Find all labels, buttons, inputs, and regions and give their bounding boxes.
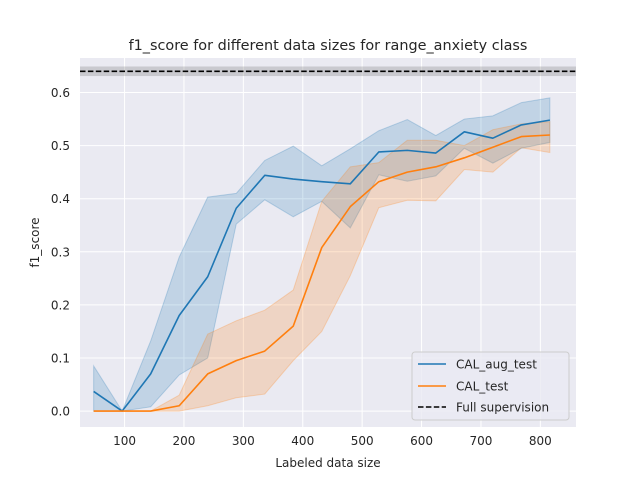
x-tick-label: 600 [410, 434, 433, 448]
y-tick-label: 0.4 [51, 192, 70, 206]
y-tick-label: 0.3 [51, 245, 70, 259]
line-cal-aug-test [93, 119, 550, 412]
y-tick-label: 0.0 [51, 405, 70, 419]
line-cal-test [93, 134, 550, 412]
chart-title: f1_score for different data sizes for ra… [129, 38, 528, 54]
y-tick-label: 0.6 [51, 86, 70, 100]
y-tick-label: 0.1 [51, 351, 70, 365]
band-cal-aug-test [93, 97, 551, 413]
x-tick-label: 100 [113, 434, 136, 448]
legend-box [411, 351, 570, 421]
x-tick-label: 500 [351, 434, 374, 448]
x-axis-label: Labeled data size [275, 456, 380, 470]
y-tick-label: 0.5 [51, 139, 70, 153]
y-axis-label: f1_score [28, 217, 42, 267]
series-lines [80, 70, 576, 412]
x-tick-label: 800 [529, 434, 552, 448]
legend-label-cal-test: CAL_test [456, 380, 509, 394]
legend-label-cal-aug-test: CAL_aug_test [456, 358, 537, 372]
x-tick-label: 200 [172, 434, 195, 448]
x-tick-label: 700 [470, 434, 493, 448]
band-cal-test [93, 121, 551, 412]
legend: CAL_aug_test CAL_test Full supervision [411, 351, 570, 421]
legend-label-full-supervision: Full supervision [456, 401, 549, 415]
x-tick-label: 300 [232, 434, 255, 448]
x-axis-ticks: 100 200 300 400 500 600 700 800 [113, 434, 552, 448]
y-axis-ticks: 0.0 0.1 0.2 0.3 0.4 0.5 0.6 [51, 86, 70, 419]
x-tick-label: 400 [291, 434, 314, 448]
y-tick-label: 0.2 [51, 298, 70, 312]
